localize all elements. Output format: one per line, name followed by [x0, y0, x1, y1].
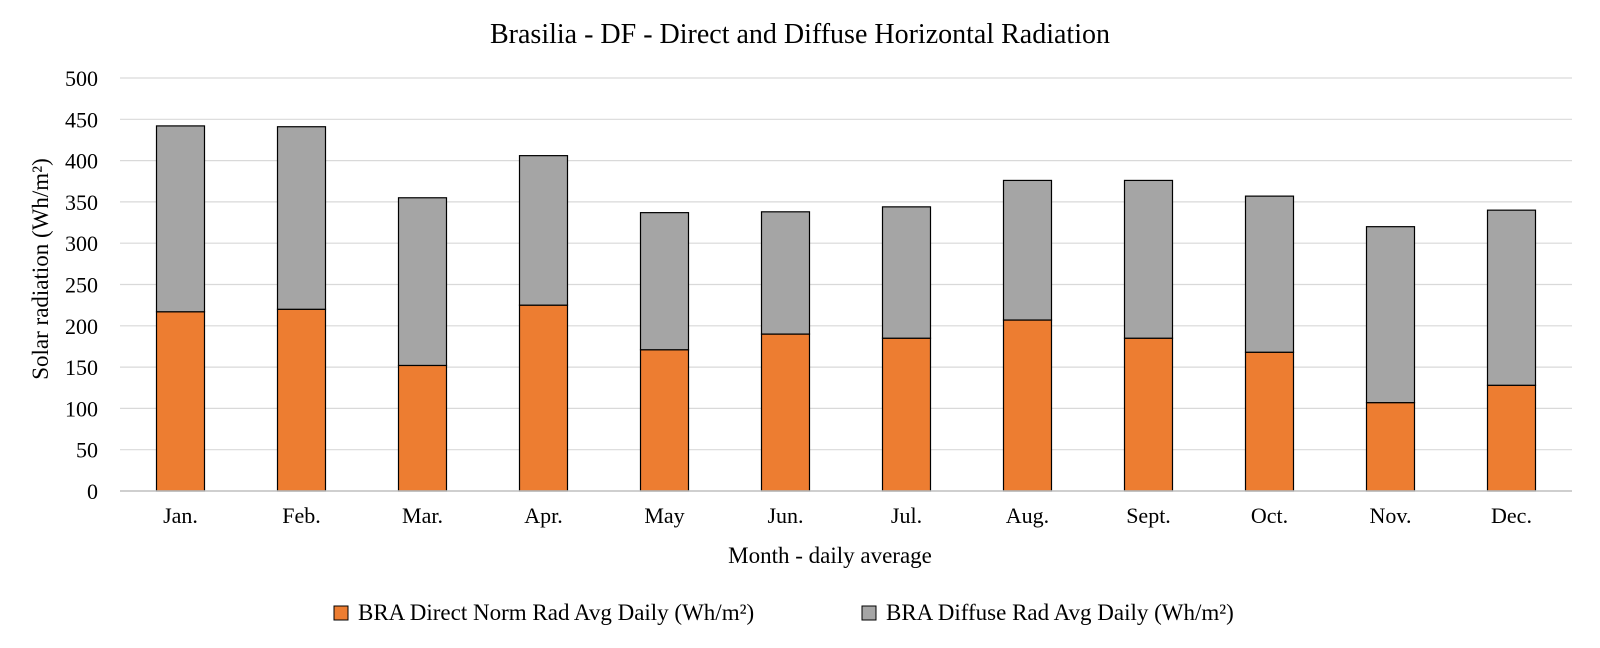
legend-swatch-direct — [333, 605, 349, 621]
x-tick-label: Jan. — [163, 503, 198, 528]
legend-label-direct: BRA Direct Norm Rad Avg Daily (Wh/m²) — [358, 600, 754, 625]
bar-direct — [1002, 319, 1053, 492]
x-tick-label: Feb. — [282, 503, 321, 528]
bar-direct — [276, 308, 327, 492]
bar-direct — [639, 349, 690, 492]
bar-direct — [155, 311, 206, 492]
y-axis-tick-labels: 0 50 100 150 200 250 300 350 400 450 500 — [65, 66, 98, 504]
bar-diffuse — [639, 212, 690, 351]
x-tick-label: Nov. — [1370, 503, 1412, 528]
bar-direct — [1123, 337, 1174, 492]
y-tick-label: 350 — [65, 190, 98, 215]
x-tick-label: May — [644, 503, 684, 528]
x-tick-label: Sept. — [1126, 503, 1171, 528]
bar-direct — [518, 304, 569, 492]
bar-direct — [1365, 402, 1416, 492]
y-tick-label: 400 — [65, 149, 98, 174]
x-tick-label: Apr. — [524, 503, 563, 528]
legend-label-diffuse: BRA Diffuse Rad Avg Daily (Wh/m²) — [886, 600, 1234, 625]
bar-diffuse — [1123, 179, 1174, 339]
x-axis-title: Month - daily average — [728, 543, 932, 568]
y-tick-label: 0 — [87, 479, 98, 504]
legend-swatch-diffuse — [861, 605, 877, 621]
y-axis-title: Solar radiation (Wh/m²) — [28, 158, 53, 380]
x-tick-label: Aug. — [1006, 503, 1049, 528]
bar-diffuse — [518, 155, 569, 306]
bar-diffuse — [155, 125, 206, 313]
y-tick-label: 200 — [65, 314, 98, 339]
bar-direct — [1244, 351, 1295, 492]
bar-direct — [881, 337, 932, 492]
bar-direct — [1486, 384, 1537, 492]
y-tick-label: 250 — [65, 273, 98, 298]
legend: BRA Direct Norm Rad Avg Daily (Wh/m²) BR… — [333, 600, 1234, 625]
bars — [155, 125, 1537, 492]
bar-diffuse — [1365, 226, 1416, 404]
y-tick-label: 100 — [65, 396, 98, 421]
y-tick-label: 150 — [65, 355, 98, 380]
bar-diffuse — [1486, 209, 1537, 386]
chart-title: Brasilia - DF - Direct and Diffuse Horiz… — [490, 19, 1110, 50]
x-tick-label: Dec. — [1491, 503, 1532, 528]
y-tick-label: 50 — [76, 438, 98, 463]
bar-diffuse — [1002, 179, 1053, 321]
y-tick-label: 500 — [65, 66, 98, 91]
bar-direct — [760, 333, 811, 492]
bar-diffuse — [1244, 195, 1295, 353]
x-tick-label: Mar. — [402, 503, 443, 528]
bar-diffuse — [760, 211, 811, 335]
y-tick-label: 300 — [65, 231, 98, 256]
x-tick-label: Jul. — [891, 503, 922, 528]
bar-diffuse — [397, 197, 448, 367]
y-tick-label: 450 — [65, 107, 98, 132]
x-tick-label: Jun. — [767, 503, 803, 528]
gridlines — [120, 77, 1572, 451]
bar-diffuse — [881, 206, 932, 339]
bar-diffuse — [276, 126, 327, 310]
x-axis-tick-labels: Jan. Feb. Mar. Apr. May Jun. Jul. Aug. Sept. Oct.… — [163, 503, 1532, 528]
x-tick-label: Oct. — [1251, 503, 1288, 528]
bar-direct — [397, 364, 448, 492]
